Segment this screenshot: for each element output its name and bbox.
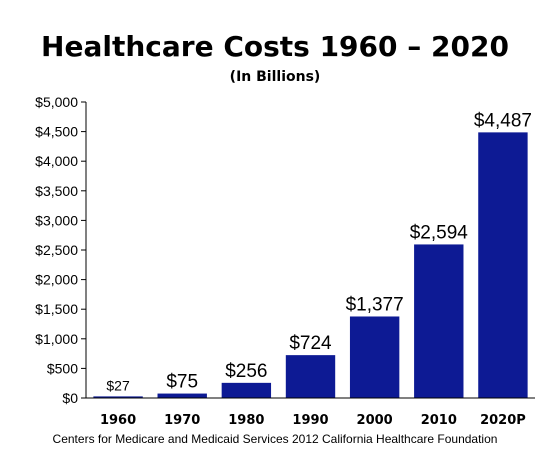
x-tick-label: 1990 (292, 413, 328, 428)
x-tick-label: 2000 (357, 413, 393, 428)
bar-1970 (157, 393, 207, 398)
y-tick-label: $2,500 (35, 242, 78, 258)
bar-1960 (93, 396, 143, 398)
y-tick-label: $4,000 (35, 153, 78, 169)
bar-2010 (414, 244, 464, 398)
y-tick-label: $4,500 (35, 124, 78, 140)
bar-2020P (478, 132, 528, 398)
y-axis: $0 $500 $1,000 $1,500 $2,000 $2,500 $3,000 $3,5… (35, 94, 87, 406)
bars: $27 $75 $256 $724 $1,377 $2,594 $4,487 (93, 110, 532, 398)
y-tick-label: $500 (47, 360, 78, 376)
x-tick-label: 1980 (228, 413, 264, 428)
bar-1990 (285, 355, 336, 398)
bar-2000 (349, 316, 400, 398)
data-label-1990: $724 (289, 333, 332, 354)
y-tick-label: $5,000 (35, 94, 78, 110)
x-tick-label: 2010 (421, 413, 457, 428)
data-label-2010: $2,594 (410, 222, 469, 243)
chart-subtitle: (In Billions) (229, 69, 321, 85)
chart-title: Healthcare Costs 1960 – 2020 (41, 30, 509, 63)
data-label-1960: $27 (106, 377, 130, 393)
data-label-2000: $1,377 (346, 294, 404, 315)
y-tick-label: $1,500 (35, 301, 78, 317)
y-tick-label: $2,000 (35, 272, 78, 288)
x-tick-label: 2020P (480, 413, 526, 428)
source-note: Centers for Medicare and Medicaid Servic… (52, 432, 498, 446)
y-tick-label: $1,000 (35, 331, 78, 347)
data-label-1970: $75 (166, 372, 198, 393)
y-tick-label: $0 (62, 390, 78, 406)
x-axis: 1960 1970 1980 1990 2000 2010 2020P (86, 397, 535, 428)
bar-1980 (221, 382, 272, 398)
data-label-2020P: $4,487 (474, 110, 532, 131)
y-tick-label: $3,000 (35, 212, 78, 228)
x-tick-label: 1960 (100, 413, 136, 428)
x-tick-label: 1970 (164, 413, 200, 428)
y-tick-label: $3,500 (35, 183, 78, 199)
data-label-1980: $256 (225, 361, 267, 382)
